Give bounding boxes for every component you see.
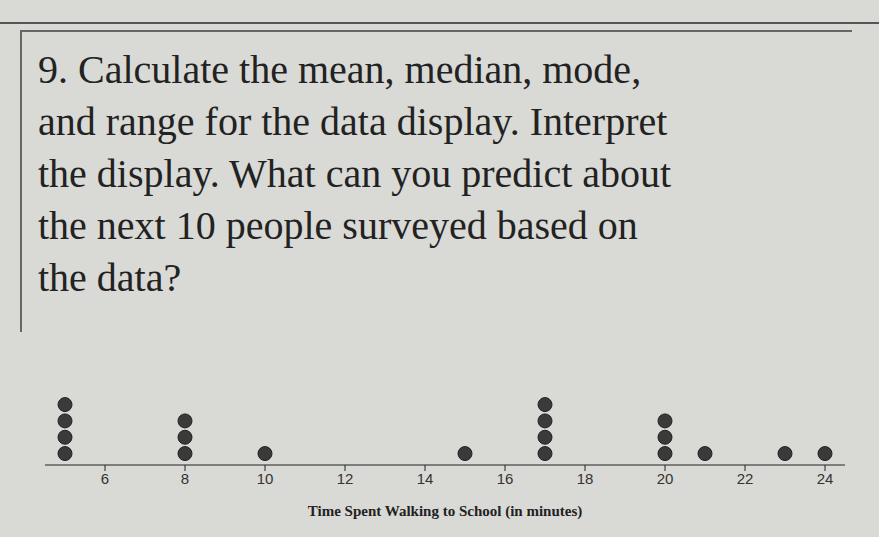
svg-text:14: 14: [417, 470, 434, 487]
svg-text:10: 10: [257, 470, 274, 487]
html-text:and range for the data display: and range for the data display. Interpre…: [38, 99, 668, 144]
svg-text:22: 22: [737, 470, 754, 487]
svg-text:18: 18: [577, 470, 594, 487]
html-text:the next 10 people surveyed ba: the next 10 people surveyed based on: [38, 203, 638, 248]
html-text:the display. What can you pred: the display. What can you predict about: [38, 151, 672, 196]
svg-text:20: 20: [657, 470, 674, 487]
html-text:9. Calculate the mean, median,: 9. Calculate the mean, median, mode,: [38, 47, 642, 92]
svg-text:8: 8: [181, 470, 189, 487]
svg-text:Time Spent Walking to School (: Time Spent Walking to School (in minutes…: [308, 503, 583, 520]
svg-text:16: 16: [497, 470, 514, 487]
svg-text:24: 24: [817, 470, 834, 487]
html-text:the data?: the data?: [38, 255, 182, 300]
svg-text:6: 6: [101, 470, 109, 487]
svg-text:12: 12: [337, 470, 354, 487]
